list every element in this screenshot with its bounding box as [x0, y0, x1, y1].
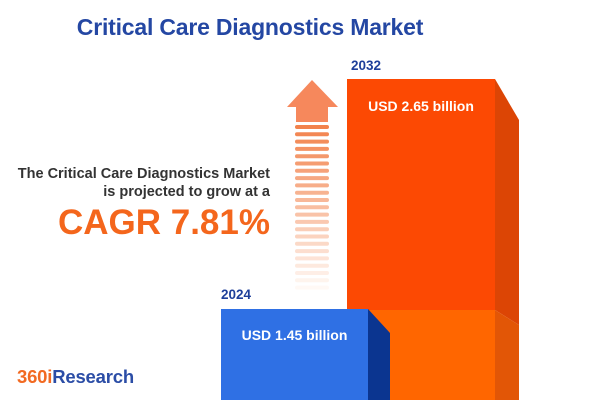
bar-value-2024: USD 1.45 billion	[241, 327, 348, 343]
arrow-stripe	[295, 227, 329, 232]
arrow-stripe	[295, 249, 329, 254]
bar-2024-front	[221, 309, 368, 400]
arrow-stripe	[295, 271, 329, 275]
arrow-stripe	[295, 190, 329, 195]
bar-value-2032: USD 2.65 billion	[368, 98, 474, 114]
arrow-stripe	[295, 154, 329, 159]
arrow-stripe	[295, 256, 329, 261]
arrow-stripe	[295, 139, 329, 144]
logo-360iresearch: 360iResearch	[17, 366, 134, 388]
growth-arrow-head	[287, 80, 338, 122]
bar-2032-side-bottom	[495, 310, 519, 400]
arrow-stripe	[295, 168, 329, 173]
arrow-stripe	[295, 212, 329, 217]
description-line-1: The Critical Care Diagnostics Market	[17, 166, 270, 182]
arrow-stripe	[295, 132, 329, 137]
bar-label-2032: 2032	[351, 58, 382, 73]
description-block: The Critical Care Diagnostics Market is …	[0, 165, 270, 241]
arrow-stripe	[295, 219, 329, 224]
arrow-stripe	[295, 285, 329, 290]
arrow-stripe	[295, 161, 329, 166]
arrow-stripe	[295, 241, 329, 246]
arrow-stripe	[295, 234, 329, 239]
arrow-stripe	[295, 198, 329, 202]
arrow-stripe	[295, 278, 329, 283]
arrow-stripe	[295, 176, 329, 181]
cagr-value: CAGR 7.81%	[57, 203, 270, 242]
page-title: Critical Care Diagnostics Market	[76, 14, 424, 40]
arrow-stripe	[295, 183, 329, 188]
arrow-stripe	[295, 146, 329, 151]
bar-2024-side	[368, 309, 390, 400]
logo-part-360i: 360i	[17, 366, 53, 387]
logo-part-research: Research	[52, 366, 134, 387]
description-line-2: is projected to grow at a	[103, 184, 270, 200]
arrow-stripe	[295, 125, 329, 129]
bar-2032-side-top	[495, 79, 519, 325]
bar-2032-front-top	[347, 79, 495, 310]
bar-label-2024: 2024	[221, 287, 252, 302]
growth-arrow-stripes	[295, 125, 329, 290]
arrow-stripe	[295, 205, 329, 210]
arrow-stripe	[295, 263, 329, 268]
